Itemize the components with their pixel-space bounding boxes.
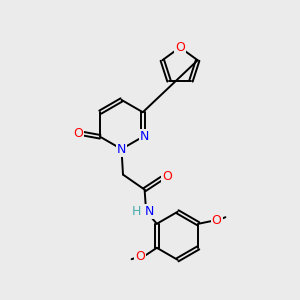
Text: O: O [175,41,185,54]
Text: N: N [117,142,126,156]
Text: N: N [145,205,154,218]
Text: O: O [212,214,222,227]
Text: O: O [74,127,83,140]
Text: O: O [135,250,145,263]
Text: O: O [163,170,172,183]
Text: N: N [140,130,149,143]
Text: H: H [132,205,141,218]
